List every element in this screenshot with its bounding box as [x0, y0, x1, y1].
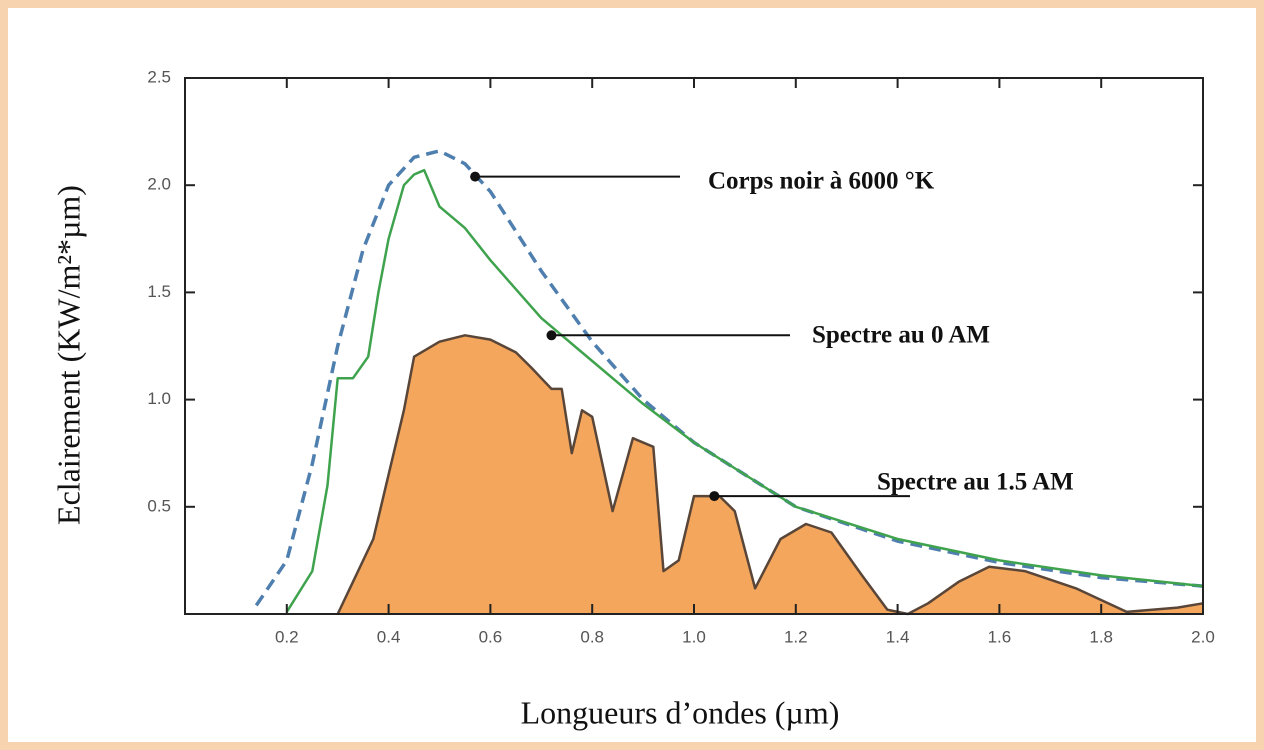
annotation: Spectre au 0 AM [812, 322, 990, 349]
x-tick-label: 1.4 [886, 627, 910, 646]
y-tick-label: 0.5 [147, 496, 171, 515]
annotation: Corps noir à 6000 °K [708, 168, 935, 195]
x-tick-label: 0.8 [580, 627, 604, 646]
leader-dot [709, 491, 720, 502]
y-tick-label: 2.0 [147, 175, 171, 194]
x-tick-label: 2.0 [1191, 627, 1215, 646]
x-tick-label: 1.2 [784, 627, 808, 646]
leader-dot [470, 171, 481, 182]
y-tick-label: 1.5 [147, 282, 171, 301]
x-tick-label: 1.8 [1089, 627, 1113, 646]
series-line [254, 149, 1204, 607]
area [337, 335, 1203, 614]
leader-dot [546, 330, 557, 341]
y-axis-label: Eclairement (KW/m²*µm) [50, 185, 86, 525]
x-tick-label: 0.4 [377, 627, 401, 646]
x-tick-label: 0.2 [275, 627, 299, 646]
y-tick-label: 1.0 [147, 389, 171, 408]
annotation: Spectre au 1.5 AM [877, 469, 1074, 496]
series-line [285, 168, 1204, 613]
x-tick-label: 1.6 [988, 627, 1012, 646]
x-tick-label: 1.0 [682, 627, 706, 646]
y-tick-label: 2.5 [147, 67, 171, 86]
series-line [336, 334, 1204, 616]
x-axis-label: Longueurs d’ondes (µm) [521, 694, 840, 730]
x-tick-label: 0.6 [479, 627, 503, 646]
